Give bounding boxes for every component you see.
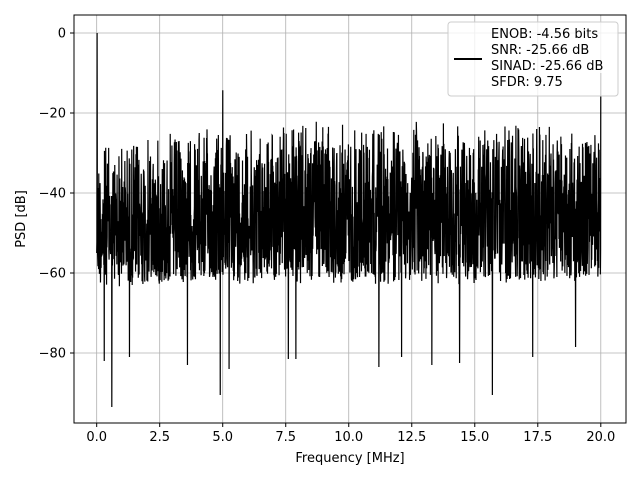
- x-tick-label: 0.0: [86, 430, 107, 445]
- series-psd: [96, 32, 602, 408]
- y-tick-label: 0: [58, 27, 66, 42]
- x-tick-label: 17.5: [523, 430, 552, 445]
- x-tick-label: 15.0: [460, 430, 489, 445]
- legend-snr: SNR: -25.66 dB: [491, 43, 589, 58]
- plot-frame: [73, 14, 627, 424]
- legend-sfdr: SFDR: 9.75: [491, 75, 563, 90]
- y-axis-ticks: 0 −20 −40 −60 −80: [39, 27, 74, 362]
- x-axis-title: Frequency [MHz]: [295, 451, 404, 466]
- x-tick-label: 5.0: [212, 430, 233, 445]
- legend: ENOB: -4.56 bits SNR: -25.66 dB SINAD: -…: [447, 21, 619, 97]
- x-tick-label: 20.0: [586, 430, 615, 445]
- y-tick-label: −20: [39, 107, 66, 122]
- x-axis-ticks: 0.0 2.5 5.0 7.5 10.0 12.5 15.0 17.5 20.0: [86, 423, 615, 445]
- y-tick-label: −60: [39, 267, 66, 282]
- legend-box: [447, 21, 619, 97]
- psd-trace: [96, 32, 602, 408]
- y-axis-title: PSD [dB]: [14, 190, 29, 248]
- legend-enob: ENOB: -4.56 bits: [491, 27, 598, 42]
- x-tick-label: 12.5: [397, 430, 426, 445]
- x-tick-label: 2.5: [149, 430, 170, 445]
- y-tick-label: −80: [39, 347, 66, 362]
- legend-sinad: SINAD: -25.66 dB: [491, 59, 603, 74]
- x-tick-label: 10.0: [334, 430, 363, 445]
- x-tick-label: 7.5: [275, 430, 296, 445]
- y-tick-label: −40: [39, 187, 66, 202]
